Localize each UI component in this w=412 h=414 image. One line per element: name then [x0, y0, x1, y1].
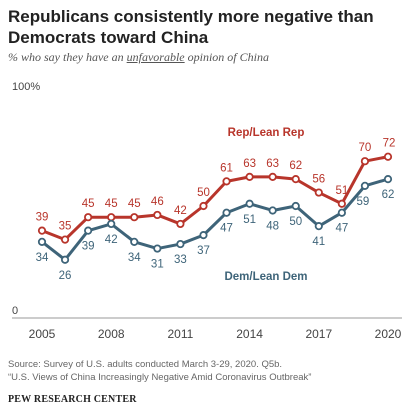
data-label: 47 [335, 223, 348, 235]
x-tick-label: 2014 [236, 327, 263, 341]
data-point [199, 231, 208, 240]
data-point [176, 219, 185, 229]
subtitle-prefix: % who say they have an [8, 50, 127, 64]
data-label: 63 [266, 158, 279, 170]
data-label: 45 [82, 198, 95, 210]
data-label: 63 [243, 158, 256, 170]
data-point [360, 181, 370, 190]
data-label: 46 [151, 196, 164, 208]
data-label: 50 [289, 216, 302, 228]
data-point [84, 213, 93, 222]
data-point [199, 201, 208, 211]
data-point [130, 237, 139, 246]
data-point [245, 199, 254, 208]
data-point [291, 201, 300, 211]
series-line-rep [40, 155, 390, 242]
data-label: 42 [105, 234, 118, 246]
data-label: 47 [220, 223, 233, 235]
data-label: 39 [36, 212, 49, 224]
data-label: 41 [312, 236, 325, 248]
data-label: 42 [174, 205, 187, 217]
y-tick-label: 100% [12, 81, 40, 93]
data-point [383, 152, 393, 161]
x-tick-label: 2011 [167, 327, 193, 341]
data-point [37, 226, 47, 235]
data-label: 59 [357, 196, 370, 208]
subtitle-suffix: opinion of China [184, 50, 269, 64]
data-label: 70 [359, 142, 372, 154]
footer-credit: PEW RESEARCH CENTER [8, 394, 137, 405]
data-label: 62 [289, 160, 302, 172]
chart-title: Republicans consistently more negative t… [8, 7, 374, 47]
data-point [107, 213, 116, 222]
data-label: 61 [220, 162, 233, 174]
data-label: 48 [266, 220, 279, 232]
data-label: 39 [82, 241, 95, 253]
data-point [383, 175, 393, 184]
data-label: 31 [151, 259, 164, 271]
data-point [60, 255, 70, 264]
data-point [360, 157, 370, 166]
data-point [176, 239, 185, 249]
data-point [268, 206, 277, 215]
data-point [291, 175, 300, 184]
data-point [153, 244, 162, 253]
data-point [337, 199, 346, 208]
data-label: 51 [335, 185, 348, 197]
data-label: 56 [312, 174, 325, 186]
series-line-dem [40, 177, 390, 262]
data-label: 34 [128, 252, 141, 264]
data-label: 35 [59, 221, 72, 233]
data-point [107, 219, 116, 229]
data-point [268, 172, 277, 181]
data-point [153, 210, 162, 220]
data-label: 45 [128, 198, 141, 210]
chart-subtitle: % who say they have an unfavorable opini… [8, 50, 269, 65]
data-label: 62 [382, 189, 395, 201]
source-line-2: “U.S. Views of China Increasingly Negati… [8, 372, 312, 383]
data-point [245, 172, 254, 181]
subtitle-underlined: unfavorable [126, 50, 185, 64]
data-label: 37 [197, 245, 210, 257]
data-point [314, 188, 323, 197]
x-tick-label: 2008 [98, 327, 125, 341]
line-chart: 100% 0 2005 2008 2011 2014 2017 2020 39 35 45 45 45 4… [12, 81, 402, 341]
source-line-1: Source: Survey of U.S. adults conducted … [8, 359, 283, 370]
data-point [130, 213, 139, 222]
data-point [84, 226, 93, 235]
source-note: Source: Survey of U.S. adults conducted … [8, 358, 311, 384]
data-label: 26 [59, 270, 72, 282]
data-point [37, 237, 47, 246]
data-label: 50 [197, 187, 210, 199]
x-tick-label: 2005 [29, 327, 56, 341]
data-label: 51 [243, 214, 256, 226]
series-name-label: Rep/Lean Rep [228, 127, 305, 139]
data-point [222, 208, 231, 217]
data-label: 45 [105, 198, 118, 210]
data-point [60, 235, 70, 244]
data-label: 72 [383, 138, 396, 150]
data-point [337, 208, 346, 217]
data-point [222, 177, 231, 186]
x-tick-label: 2017 [305, 327, 332, 341]
data-label: 33 [174, 254, 187, 266]
y-tick-label: 0 [12, 305, 18, 317]
data-label: 34 [36, 252, 49, 264]
series-name-label: Dem/Lean Dem [224, 271, 307, 283]
x-tick-label: 2020 [375, 327, 402, 341]
data-point [314, 222, 323, 231]
